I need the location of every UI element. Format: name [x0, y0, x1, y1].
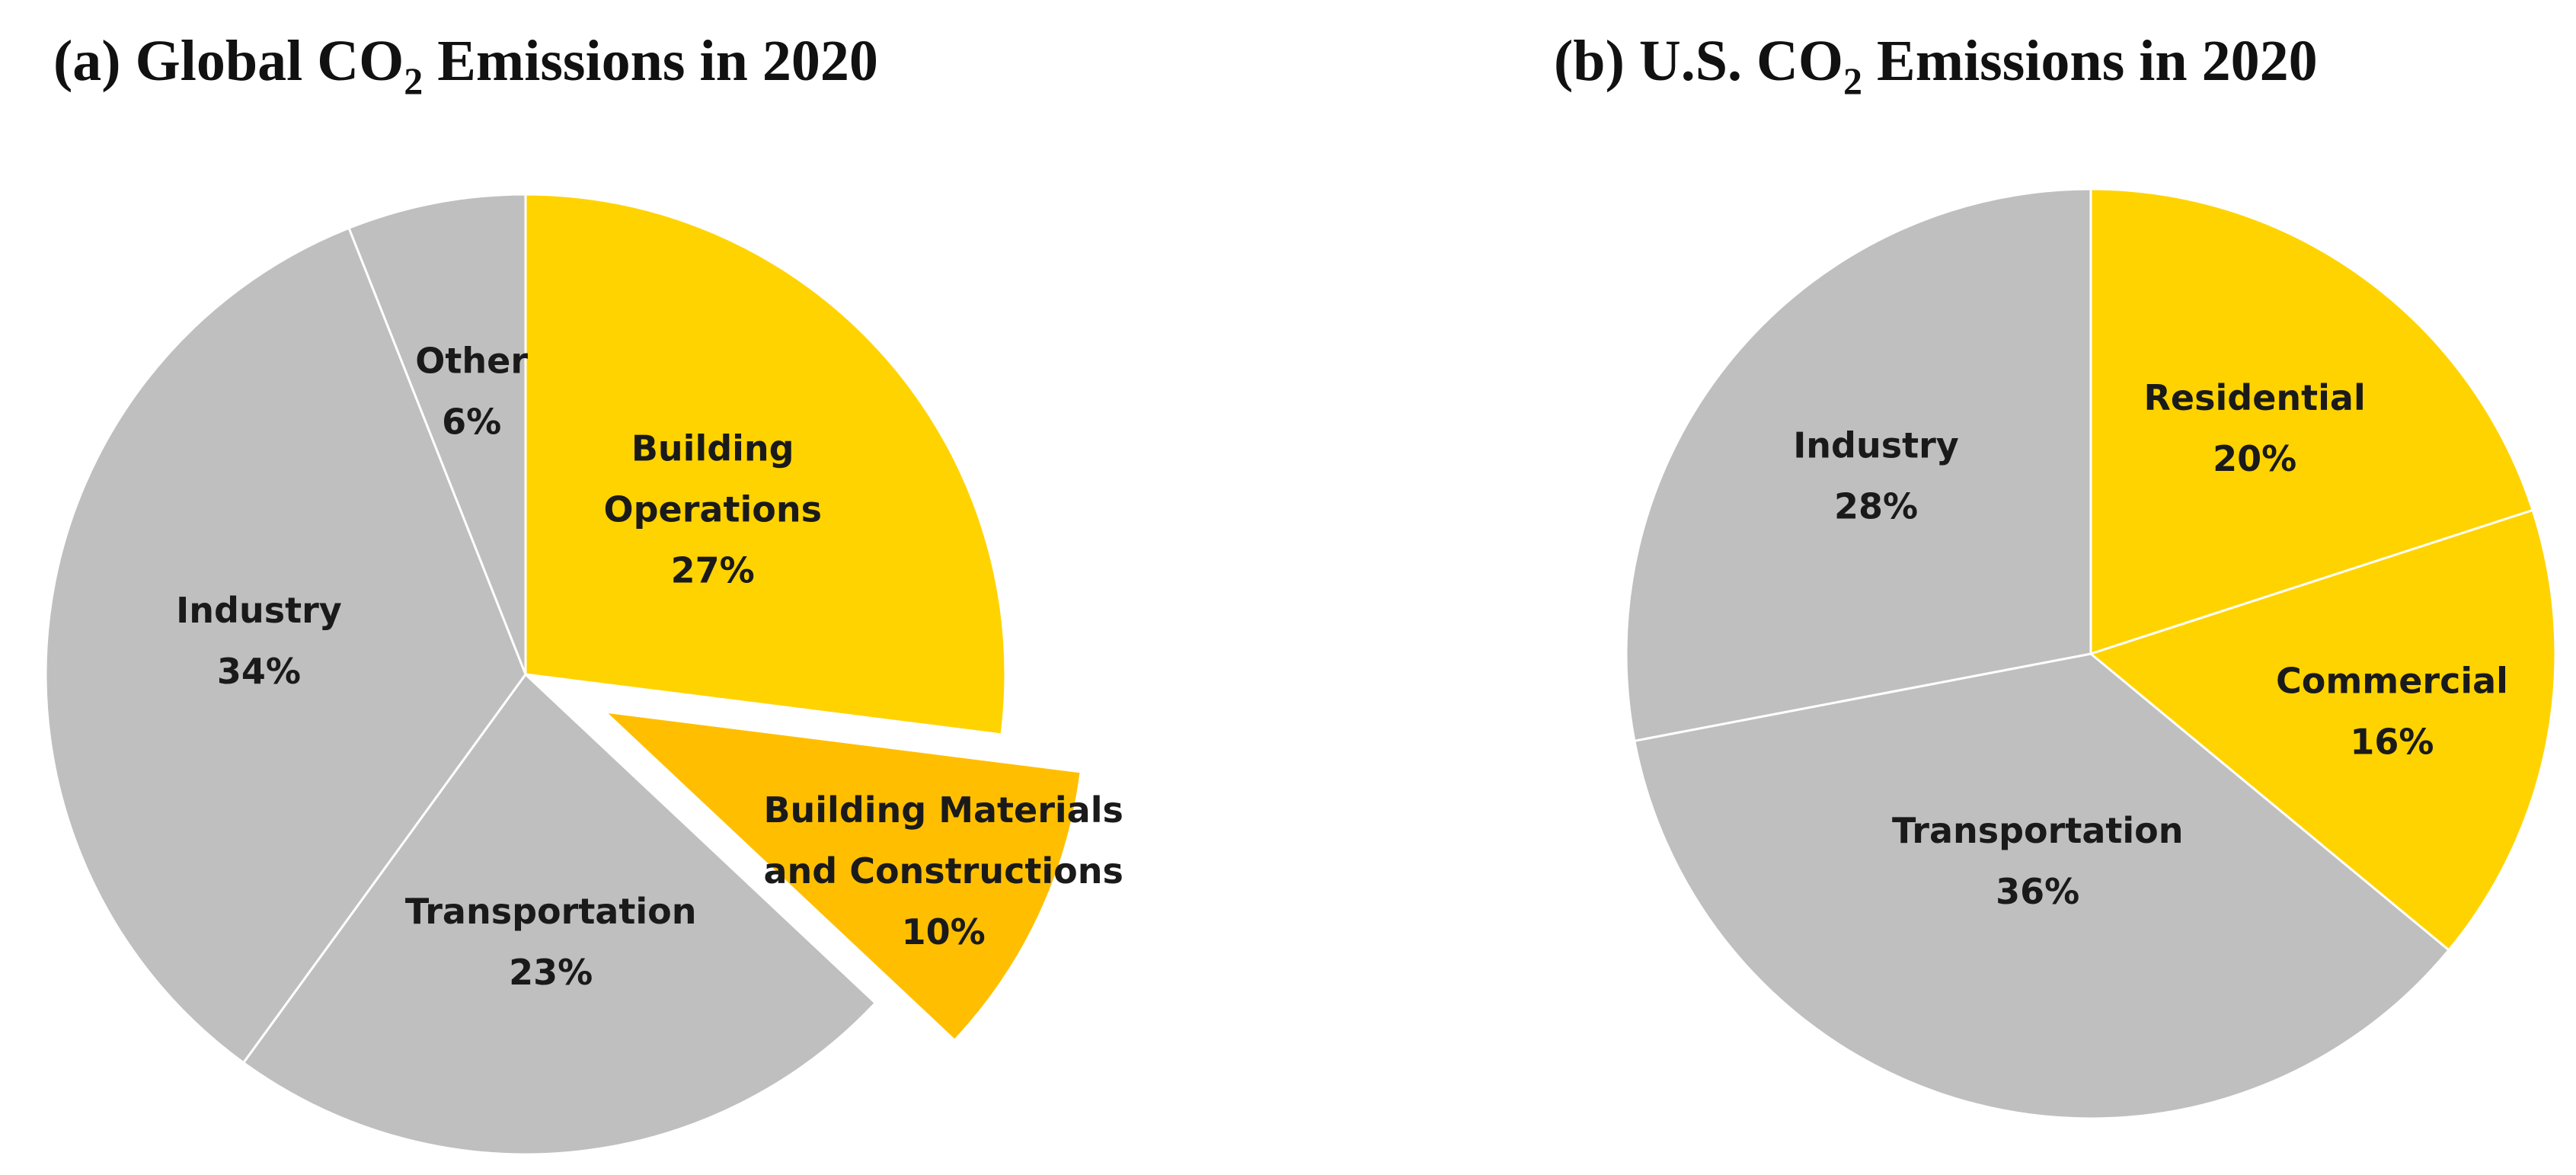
slice-label-line: 34%: [217, 651, 301, 692]
slice-label: Commercial 16%: [2276, 660, 2508, 762]
slice-label: Building Operations 27%: [604, 427, 822, 591]
slice-label-line: Operations: [604, 488, 822, 530]
chart-b-title: (b) U.S. CO2 Emissions in 2020: [1554, 29, 2318, 102]
slice-label: Residential 20%: [2144, 377, 2366, 479]
pie-slice: [1625, 187, 2092, 743]
slice-label: Transportation 36%: [1892, 810, 2184, 912]
chart-a-title-suffix: Emissions in 2020: [423, 29, 878, 93]
slice-label-line: 6%: [442, 402, 501, 443]
pie-slice: [2088, 508, 2557, 952]
chart-b-title-suffix: Emissions in 2020: [1862, 29, 2318, 93]
slice-label-line: 23%: [509, 952, 593, 993]
slice-label-line: Building: [631, 427, 794, 469]
chart-b-title-prefix: (b) U.S. CO: [1554, 29, 1843, 93]
chart-b: (b) U.S. CO2 Emissions in 2020 Residenti…: [1554, 29, 2557, 1120]
slice-label-line: 28%: [1834, 486, 1918, 527]
slice-label-line: Transportation: [1892, 810, 2184, 851]
pie-slice: [2089, 187, 2535, 656]
slice-label-line: 36%: [1996, 871, 2079, 912]
slice-label-line: Industry: [176, 590, 342, 631]
chart-a-title-subscript: 2: [404, 59, 423, 102]
slice-label-line: Residential: [2144, 377, 2366, 418]
pie-chart-b: Residential 20% Commercial 16% Transportatio…: [1625, 187, 2557, 1120]
slice-label-line: 27%: [671, 549, 755, 591]
slice-label: Industry 28%: [1793, 425, 1959, 527]
chart-a: (a) Global CO2 Emissions in 2020 Buildin…: [44, 29, 1123, 1156]
chart-a-title-prefix: (a) Global CO: [53, 29, 404, 93]
slice-label: Other 6%: [415, 341, 528, 443]
slice-label-line: 20%: [2213, 438, 2296, 479]
slice-label-line: 10%: [902, 911, 986, 952]
pie-slice: [601, 709, 1082, 1042]
slice-label: Building Materials and Constructions 10%: [763, 789, 1123, 952]
slice-label-line: Transportation: [405, 891, 697, 932]
pie-slice: [524, 193, 1007, 736]
pie-slice: [1633, 652, 2451, 1120]
slice-label: Industry 34%: [176, 590, 342, 692]
pie-chart-a: Building Operations 27% Building Materials a…: [44, 193, 1123, 1156]
pie-slice: [347, 193, 527, 675]
slice-label-line: Industry: [1793, 425, 1959, 466]
slice-label-line: Other: [415, 341, 528, 382]
pie-slice: [44, 226, 527, 1065]
slice-label-line: 16%: [2350, 721, 2434, 762]
chart-b-title-subscript: 2: [1843, 59, 1862, 102]
chart-a-title: (a) Global CO2 Emissions in 2020: [53, 29, 878, 102]
slice-label-line: Building Materials: [763, 789, 1123, 831]
slice-label: Transportation 23%: [405, 891, 697, 993]
slice-label-line: Commercial: [2276, 660, 2508, 701]
pie-slice: [241, 672, 877, 1156]
slice-label-line: and Constructions: [763, 850, 1123, 892]
